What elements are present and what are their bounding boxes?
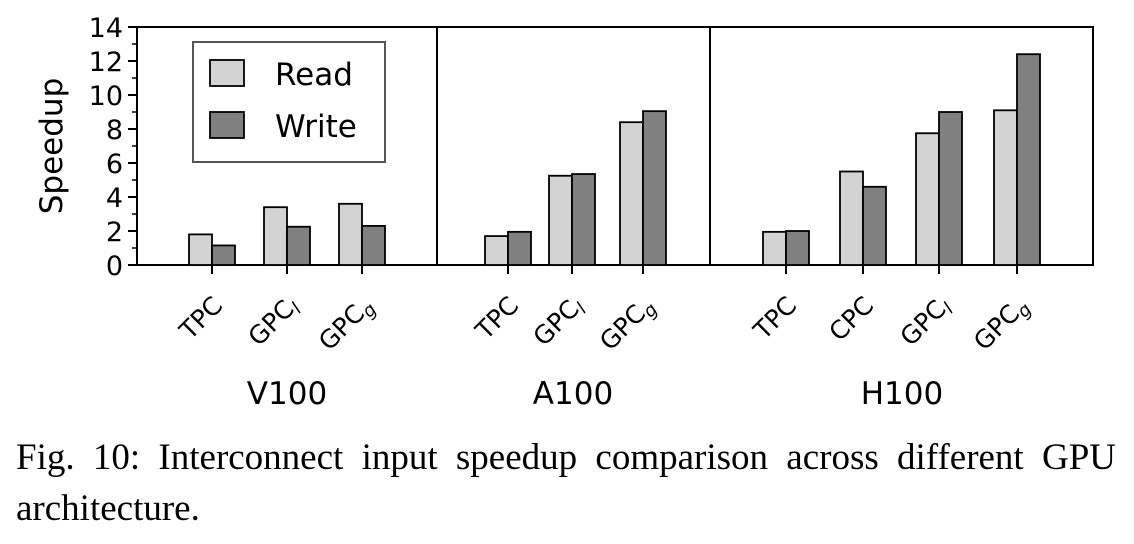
bar-h100-write-cpc xyxy=(862,185,887,266)
x-tick-label: TPC xyxy=(469,291,524,346)
bar-a100-read-tpc xyxy=(484,235,509,266)
bar-a100-write-gpcg xyxy=(642,110,667,266)
y-tick-label: 6 xyxy=(106,149,123,180)
y-tick-label: 8 xyxy=(106,115,123,146)
legend-label-write: Write xyxy=(275,109,357,145)
bar-v100-read-tpc xyxy=(188,233,213,266)
bar-h100-read-cpc xyxy=(839,170,864,266)
bar-v100-write-gpcl xyxy=(286,225,311,266)
group-label-v100: V100 xyxy=(247,376,327,412)
y-tick-label: 12 xyxy=(89,47,123,78)
legend-swatch-write xyxy=(209,111,245,139)
x-tick-label: GPCl xyxy=(242,291,306,355)
x-tick-label: GPCl xyxy=(527,291,591,355)
x-tick-label: GPCg xyxy=(594,291,662,359)
bar-v100-read-gpcg xyxy=(338,202,363,266)
group-label-a100: A100 xyxy=(533,376,613,412)
bar-h100-write-tpc xyxy=(785,230,810,266)
bar-a100-write-gpcl xyxy=(571,173,596,266)
y-tick-label: 4 xyxy=(106,183,123,214)
bar-a100-write-tpc xyxy=(507,230,532,266)
x-tick-label: CPC xyxy=(823,291,879,347)
x-tick-label: TPC xyxy=(747,291,802,346)
bar-h100-write-gpcl xyxy=(938,111,963,266)
bar-h100-write-gpcg xyxy=(1016,53,1041,266)
x-tick-label: GPCl xyxy=(894,291,958,355)
bar-a100-read-gpcg xyxy=(619,121,644,266)
y-tick-label: 10 xyxy=(89,81,123,112)
group-label-h100: H100 xyxy=(861,376,943,412)
x-tick-label: TPC xyxy=(173,291,228,346)
bar-a100-read-gpcl xyxy=(548,174,573,266)
figure-caption: Fig. 10: Interconnect input speedup comp… xyxy=(16,437,1116,529)
y-tick-label: 2 xyxy=(106,217,123,248)
bar-h100-read-gpcl xyxy=(915,132,940,266)
legend-label-read: Read xyxy=(275,57,353,93)
x-tick-label: GPCg xyxy=(968,291,1036,359)
bar-v100-write-tpc xyxy=(211,244,236,266)
bar-h100-read-tpc xyxy=(762,230,787,266)
legend-swatch-read xyxy=(209,59,245,87)
y-tick-label: 14 xyxy=(89,13,123,44)
x-tick-label: GPCg xyxy=(313,291,381,359)
y-tick-label: 0 xyxy=(106,251,123,282)
bar-v100-write-gpcg xyxy=(361,224,386,266)
bar-v100-read-gpcl xyxy=(263,206,288,266)
bar-h100-read-gpcg xyxy=(993,109,1018,266)
y-axis-label: Speedup xyxy=(34,78,70,215)
